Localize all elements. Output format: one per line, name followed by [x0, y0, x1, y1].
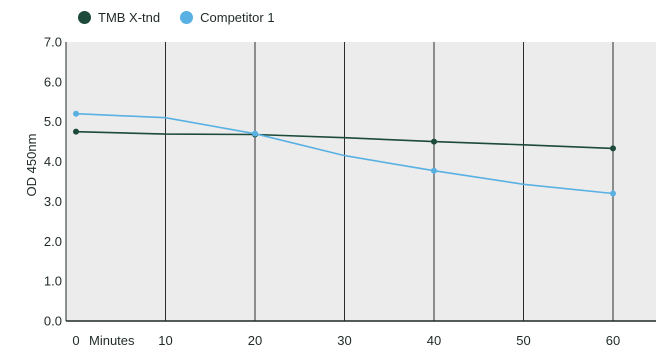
- data-point-tmb-x-tnd-60: [610, 145, 616, 152]
- data-point-tmb-x-tnd-40: [431, 138, 437, 145]
- x-tick-label-30: 30: [337, 333, 351, 348]
- legend-marker-tmb-x-tnd: [78, 10, 91, 24]
- x-tick-label-0: 0: [72, 333, 79, 348]
- series-line-tmb-x-tnd: [75, 130, 614, 150]
- y-tick-label-6-0: 6.0: [44, 74, 62, 89]
- y-axis-title: OD 450nm: [24, 134, 39, 197]
- x-tick-label-40: 40: [427, 333, 441, 348]
- y-tick-label-4-0: 4.0: [44, 154, 62, 169]
- y-tick-label-0-0: 0.0: [44, 314, 62, 329]
- data-point-competitor-1-60: [610, 190, 616, 197]
- series-line-competitor-1: [75, 112, 614, 195]
- chart-legend: TMB X-tnd Competitor 1: [78, 7, 275, 27]
- legend-label-tmb-x-tnd: TMB X-tnd: [98, 9, 161, 25]
- y-tick-label-7-0: 7.0: [44, 35, 62, 50]
- data-point-competitor-1-40: [431, 167, 437, 174]
- x-tick-label-10: 10: [158, 333, 172, 348]
- x-tick-label-60: 60: [606, 333, 620, 348]
- data-point-tmb-x-tnd-0: [73, 128, 79, 135]
- legend-marker-competitor-1: [180, 10, 194, 24]
- y-tick-label-5-0: 5.0: [44, 114, 62, 129]
- legend-item-competitor-1: Competitor 1: [180, 9, 275, 25]
- legend-label-competitor-1: Competitor 1: [200, 9, 275, 25]
- x-tick-label-50: 50: [516, 333, 530, 348]
- plot-area: [66, 42, 656, 321]
- y-tick-label-1-0: 1.0: [44, 274, 62, 289]
- data-point-competitor-1-0: [73, 110, 79, 117]
- legend-item-tmb-x-tnd: TMB X-tnd: [78, 10, 160, 25]
- x-axis-title: Minutes: [89, 333, 135, 348]
- y-tick-label-2-0: 2.0: [44, 234, 62, 249]
- data-point-competitor-1-20: [252, 130, 258, 137]
- y-tick-label-3-0: 3.0: [44, 194, 62, 209]
- x-tick-label-20: 20: [248, 333, 262, 348]
